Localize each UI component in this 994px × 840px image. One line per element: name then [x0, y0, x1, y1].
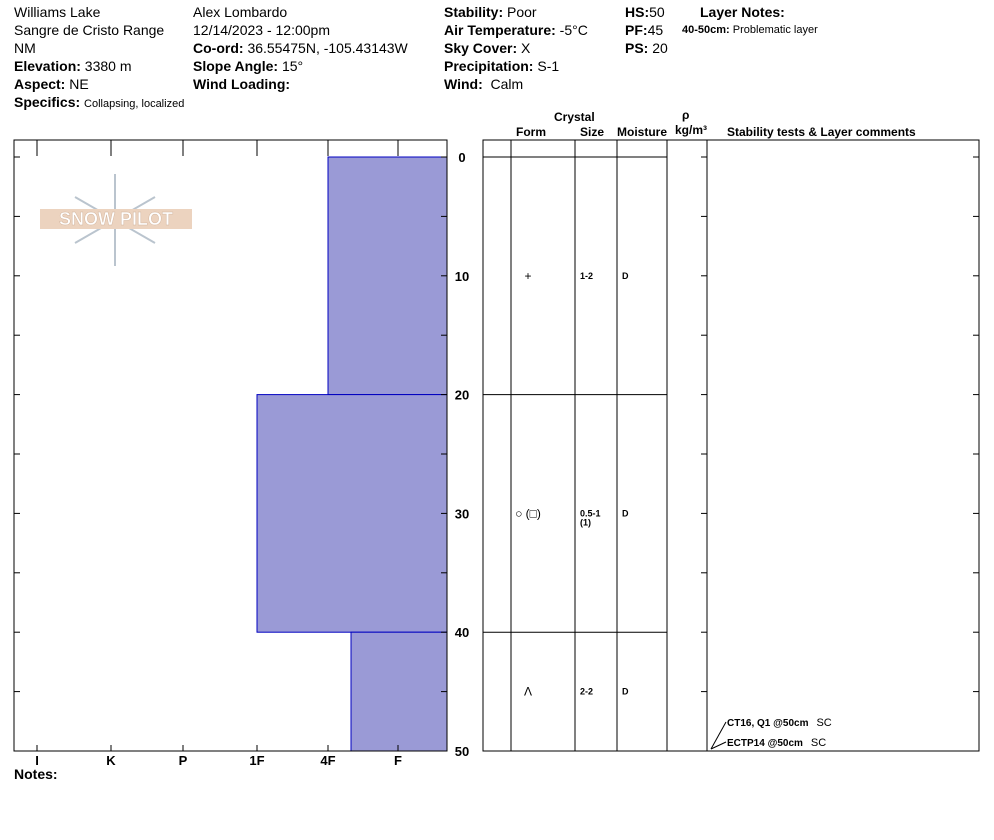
layer-bar-1: [256, 394, 448, 633]
crystal-form: Λ: [524, 685, 532, 699]
test-result: ECTP14 @50cm: [727, 738, 803, 749]
x-tick-label: P: [179, 753, 188, 768]
coord: Co-ord: 36.55475N, -105.43143W: [193, 40, 408, 56]
y-tick-label: 50: [455, 744, 469, 759]
crystal-form: ○ (□): [515, 506, 541, 520]
x-tick-label: F: [394, 753, 402, 768]
datetime: 12/14/2023 - 12:00pm: [193, 22, 330, 38]
stability-test: ECTP14 @50cm SC: [727, 737, 826, 749]
stability-test: CT16, Q1 @50cm SC: [727, 717, 832, 729]
ps: PS: 20: [625, 40, 668, 56]
x-tick-label: 1F: [249, 753, 264, 768]
col-moisture: Moisture: [617, 125, 668, 139]
aspect: Aspect: NE: [14, 76, 89, 92]
test-result: CT16, Q1 @50cm: [727, 718, 809, 729]
col-density: kg/m³: [675, 123, 708, 137]
y-tick-label: 10: [455, 269, 469, 284]
crystal-size-2: (1): [580, 517, 591, 527]
moisture: D: [622, 508, 629, 518]
y-tick-label: 30: [455, 506, 469, 521]
crystal-size: 2-2: [580, 687, 593, 697]
elevation: Elevation: 3380 m: [14, 58, 132, 74]
col-comments: Stability tests & Layer comments: [727, 125, 916, 139]
col-size: Size: [580, 125, 605, 139]
notes-label: Notes:: [14, 766, 58, 782]
sky-cover: Sky Cover: X: [444, 40, 531, 56]
wind: Wind: Calm: [444, 76, 524, 92]
test-tag: SC: [811, 737, 826, 749]
x-tick-label: 4F: [320, 753, 335, 768]
col-crystal: Crystal: [554, 110, 595, 124]
slope: Slope Angle: 15°: [193, 58, 304, 74]
stability: Stability: Poor: [444, 4, 537, 20]
layer-notes-label: Layer Notes:: [700, 4, 785, 20]
x-tick-label: I: [35, 753, 39, 768]
layer-bar-0: [327, 156, 448, 396]
observer: Alex Lombardo: [193, 4, 288, 20]
snowpilot-logo: SNOW PILOT: [40, 174, 192, 266]
specifics: Specifics: Collapsing, localized: [14, 94, 185, 110]
hs: HS:50: [625, 4, 665, 20]
layer-bar-2: [350, 631, 448, 752]
crystal-size: 1-2: [580, 271, 593, 281]
moisture: D: [622, 271, 629, 281]
wind-loading: Wind Loading:: [193, 76, 291, 92]
svg-text:SNOW PILOT: SNOW PILOT: [59, 209, 173, 229]
state: NM: [14, 40, 36, 56]
range: Sangre de Cristo Range: [14, 22, 165, 38]
col-form: Form: [516, 125, 546, 139]
test-pointer: [710, 741, 727, 750]
col-rho: ρ: [682, 108, 690, 122]
location: Williams Lake: [14, 4, 101, 20]
precipitation: Precipitation: S-1: [444, 58, 560, 74]
y-tick-label: 20: [455, 388, 469, 403]
moisture: D: [622, 687, 629, 697]
y-tick-label: 0: [458, 150, 465, 165]
y-tick-label: 40: [455, 625, 469, 640]
crystal-size: 0.5-1: [580, 508, 601, 518]
layer-note: 40-50cm: Problematic layer: [682, 24, 818, 36]
x-tick-label: K: [106, 753, 116, 768]
test-tag: SC: [816, 717, 831, 729]
air-temp: Air Temperature: -5°C: [444, 22, 588, 38]
pf: PF:45: [625, 22, 664, 38]
test-pointer: [710, 721, 727, 750]
crystal-form: +: [524, 269, 531, 283]
